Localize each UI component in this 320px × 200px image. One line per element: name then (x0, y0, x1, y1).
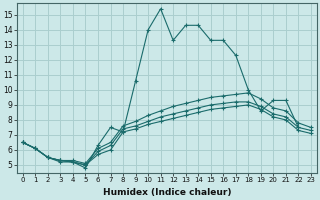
X-axis label: Humidex (Indice chaleur): Humidex (Indice chaleur) (103, 188, 231, 197)
